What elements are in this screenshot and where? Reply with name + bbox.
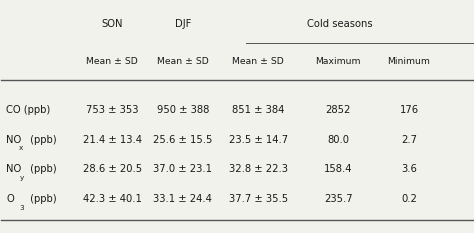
- Text: NO: NO: [6, 134, 21, 144]
- Text: NO: NO: [6, 164, 21, 175]
- Text: 28.6 ± 20.5: 28.6 ± 20.5: [82, 164, 142, 175]
- Text: SON: SON: [101, 19, 123, 29]
- Text: Mean ± SD: Mean ± SD: [157, 57, 209, 66]
- Text: 851 ± 384: 851 ± 384: [232, 105, 284, 115]
- Text: Mean ± SD: Mean ± SD: [232, 57, 284, 66]
- Text: y: y: [19, 175, 24, 181]
- Text: CO (ppb): CO (ppb): [6, 105, 50, 115]
- Text: 37.7 ± 35.5: 37.7 ± 35.5: [228, 194, 288, 204]
- Text: 2852: 2852: [326, 105, 351, 115]
- Text: O: O: [6, 194, 14, 204]
- Text: 176: 176: [400, 105, 419, 115]
- Text: (ppb): (ppb): [27, 134, 56, 144]
- Text: 80.0: 80.0: [328, 134, 349, 144]
- Text: 23.5 ± 14.7: 23.5 ± 14.7: [228, 134, 288, 144]
- Text: 158.4: 158.4: [324, 164, 353, 175]
- Text: Maximum: Maximum: [316, 57, 361, 66]
- Text: (ppb): (ppb): [27, 194, 56, 204]
- Text: 33.1 ± 24.4: 33.1 ± 24.4: [154, 194, 212, 204]
- Text: 950 ± 388: 950 ± 388: [156, 105, 209, 115]
- Text: Mean ± SD: Mean ± SD: [86, 57, 138, 66]
- Text: Cold seasons: Cold seasons: [307, 19, 373, 29]
- Text: Minimum: Minimum: [388, 57, 430, 66]
- Text: 235.7: 235.7: [324, 194, 353, 204]
- Text: DJF: DJF: [174, 19, 191, 29]
- Text: 3: 3: [19, 205, 24, 211]
- Text: x: x: [19, 145, 24, 151]
- Text: 2.7: 2.7: [401, 134, 417, 144]
- Text: (ppb): (ppb): [27, 164, 56, 175]
- Text: 37.0 ± 23.1: 37.0 ± 23.1: [153, 164, 212, 175]
- Text: 753 ± 353: 753 ± 353: [86, 105, 138, 115]
- Text: 32.8 ± 22.3: 32.8 ± 22.3: [229, 164, 288, 175]
- Text: 3.6: 3.6: [401, 164, 417, 175]
- Text: 25.6 ± 15.5: 25.6 ± 15.5: [153, 134, 212, 144]
- Text: 0.2: 0.2: [401, 194, 417, 204]
- Text: 21.4 ± 13.4: 21.4 ± 13.4: [82, 134, 142, 144]
- Text: 42.3 ± 40.1: 42.3 ± 40.1: [82, 194, 142, 204]
